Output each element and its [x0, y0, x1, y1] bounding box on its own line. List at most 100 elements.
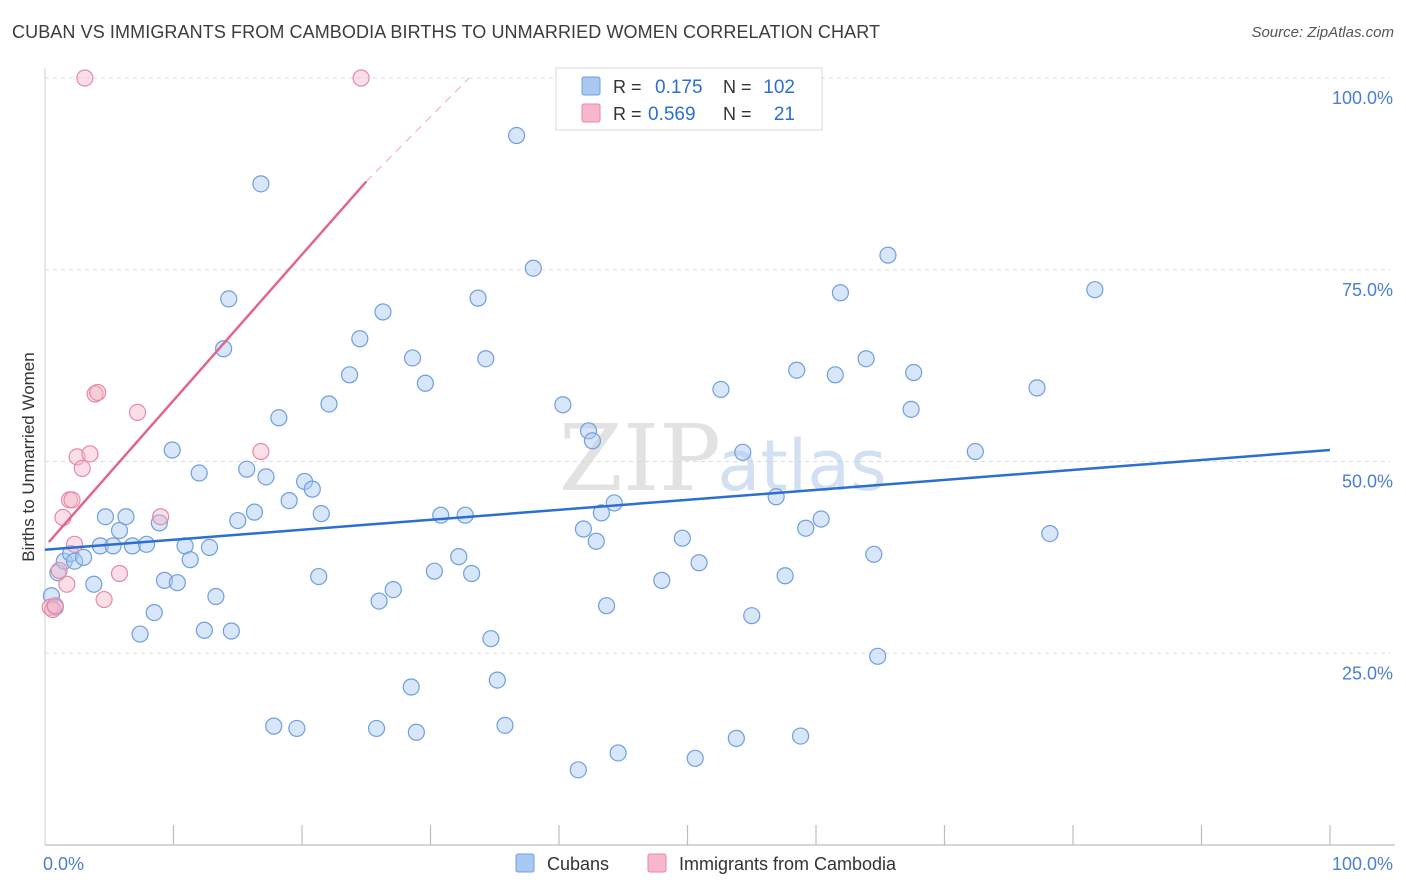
- point-cubans: [477, 350, 495, 368]
- y-tick-label: 25.0%: [1342, 663, 1393, 683]
- point-cubans: [597, 597, 616, 615]
- point-cubans: [488, 671, 506, 689]
- point-cubans: [229, 511, 247, 530]
- point-cubans: [310, 567, 328, 586]
- point-cubans: [181, 551, 199, 569]
- point-cubans: [902, 400, 920, 418]
- point-cubans: [712, 380, 730, 399]
- grid-lines: [45, 77, 1390, 654]
- trend-line-cambodia-extension: [365, 77, 470, 182]
- legend-swatch-cubans: [581, 76, 601, 96]
- axes: [44, 68, 1395, 846]
- point-cubans: [554, 396, 572, 414]
- bottom-legend-label-cubans: Cubans: [547, 854, 609, 874]
- point-cubans: [865, 545, 883, 563]
- legend-r-value: 0.175: [655, 77, 703, 98]
- point-cambodia: [65, 535, 84, 553]
- point-cubans: [482, 630, 500, 648]
- point-cubans: [727, 729, 745, 747]
- point-cubans: [312, 505, 330, 523]
- trend-lines: [44, 77, 1331, 551]
- point-cubans: [195, 621, 213, 639]
- y-tick-label: 75.0%: [1342, 280, 1393, 300]
- point-cubans: [374, 303, 392, 321]
- legend-r-label: R =: [613, 77, 642, 97]
- point-cambodia: [252, 442, 270, 461]
- point-cambodia: [81, 445, 99, 463]
- point-cubans: [592, 504, 611, 522]
- point-cubans: [797, 519, 815, 537]
- bottom-legend-swatch-cambodia: [647, 853, 667, 873]
- point-cambodia: [128, 403, 147, 422]
- point-cambodia: [63, 491, 81, 509]
- point-cubans: [788, 361, 806, 379]
- point-cubans: [117, 508, 135, 526]
- point-cubans: [425, 562, 443, 580]
- legend-n-label: N =: [723, 77, 752, 97]
- point-cubans: [653, 571, 671, 589]
- point-cubans: [507, 126, 526, 145]
- y-tick-label: 50.0%: [1342, 472, 1393, 492]
- point-cubans: [673, 529, 691, 547]
- point-cubans: [776, 567, 794, 585]
- point-cubans: [65, 552, 84, 570]
- point-cubans: [220, 290, 238, 308]
- legend-n-value: 102: [763, 77, 795, 98]
- y-tick-label: 100.0%: [1332, 88, 1393, 108]
- point-cubans: [257, 468, 275, 486]
- point-cubans: [280, 492, 298, 510]
- point-cubans: [432, 506, 450, 524]
- point-cubans: [879, 246, 897, 264]
- point-cubans: [1041, 524, 1059, 543]
- point-cubans: [123, 537, 141, 555]
- point-cambodia: [89, 383, 107, 402]
- point-cubans: [463, 564, 481, 583]
- point-cubans: [145, 603, 163, 622]
- point-cubans: [734, 443, 752, 461]
- trend-line-cambodia: [47, 180, 368, 543]
- point-cubans: [966, 442, 984, 461]
- point-cubans: [403, 349, 422, 367]
- legend: R = 0.175 N = 102 R = 0.569 N = 21: [555, 67, 823, 131]
- point-cubans: [367, 719, 386, 738]
- point-cubans: [407, 723, 425, 741]
- point-cubans: [469, 289, 487, 307]
- point-cubans: [96, 508, 114, 526]
- point-cubans: [207, 587, 225, 606]
- point-cubans: [74, 548, 93, 566]
- point-cubans: [402, 678, 420, 696]
- trend-line-cubans: [44, 448, 1331, 551]
- point-cubans: [265, 717, 283, 735]
- point-cubans: [826, 366, 844, 384]
- point-cambodia: [110, 564, 129, 583]
- point-cubans: [743, 607, 761, 625]
- point-cubans: [767, 488, 785, 506]
- point-cubans: [252, 175, 270, 193]
- watermark-zip: ZIP: [559, 405, 721, 512]
- watermark-atlas: atlas: [717, 425, 886, 507]
- point-cambodia: [50, 561, 68, 580]
- tick-labels: 25.0% 50.0% 75.0% 100.0% 0.0% 100.0%: [43, 88, 1393, 874]
- bottom-legend: Cubans Immigrants from Cambodia: [515, 853, 897, 874]
- point-cubans: [1028, 379, 1046, 397]
- series-cambodia: [41, 69, 370, 619]
- point-cubans: [569, 761, 587, 779]
- chart-title: CUBAN VS IMMIGRANTS FROM CAMBODIA BIRTHS…: [12, 22, 881, 42]
- point-cubans: [340, 366, 359, 384]
- point-cambodia: [54, 508, 72, 527]
- point-cambodia: [76, 69, 94, 87]
- point-cubans: [791, 727, 810, 745]
- point-cubans: [605, 494, 623, 512]
- y-axis-label: Births to Unmarried Women: [19, 352, 38, 561]
- point-cubans: [587, 532, 605, 550]
- point-cubans: [574, 520, 593, 538]
- bottom-legend-label-cambodia: Immigrants from Cambodia: [679, 854, 897, 874]
- point-cubans: [200, 538, 219, 557]
- point-cubans: [1086, 281, 1104, 299]
- point-cubans: [456, 506, 474, 524]
- legend-r-label: R =: [613, 104, 642, 124]
- point-cubans: [686, 749, 704, 767]
- point-cubans: [137, 535, 156, 553]
- point-cubans: [450, 548, 468, 566]
- point-cubans: [905, 363, 923, 382]
